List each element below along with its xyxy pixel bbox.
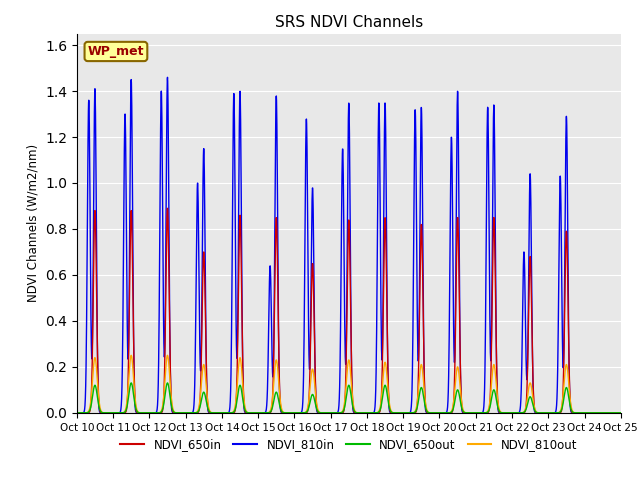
Title: SRS NDVI Channels: SRS NDVI Channels (275, 15, 423, 30)
Text: WP_met: WP_met (88, 45, 144, 58)
Y-axis label: NDVI Channels (W/m2/nm): NDVI Channels (W/m2/nm) (26, 144, 40, 302)
Legend: NDVI_650in, NDVI_810in, NDVI_650out, NDVI_810out: NDVI_650in, NDVI_810in, NDVI_650out, NDV… (116, 434, 582, 456)
